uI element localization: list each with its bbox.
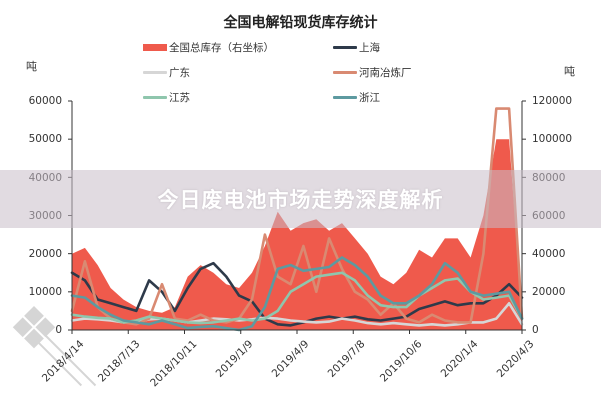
legend-item-henan-smelter: 河南冶炼厂 bbox=[333, 65, 412, 80]
chart-canvas bbox=[68, 100, 526, 334]
legend-label: 江苏 bbox=[169, 92, 190, 104]
legend-label: 浙江 bbox=[359, 92, 380, 104]
legend-swatch-jiangsu bbox=[143, 96, 167, 99]
legend-item-shanghai: 上海 bbox=[333, 40, 380, 55]
series-line bbox=[70, 256, 524, 332]
left-ytick: 0 bbox=[55, 324, 62, 336]
headline-banner: 今日废电池市场走势深度解析 bbox=[0, 170, 601, 228]
legend-label: 上海 bbox=[359, 42, 380, 54]
left-ytick: 20000 bbox=[28, 248, 62, 260]
legend-item-jiangsu: 江苏 bbox=[143, 90, 190, 105]
legend-label: 广东 bbox=[169, 67, 190, 79]
legend-label: 全国总库存（右坐标） bbox=[169, 42, 274, 54]
left-ytick: 10000 bbox=[28, 286, 62, 298]
legend-label: 河南冶炼厂 bbox=[359, 67, 412, 79]
right-ytick: 100000 bbox=[532, 133, 573, 145]
legend-swatch-zhejiang bbox=[333, 96, 357, 99]
right-ytick: 20000 bbox=[532, 286, 566, 298]
series-area-total-inventory bbox=[72, 139, 522, 330]
right-axis-unit: 吨 bbox=[564, 65, 575, 78]
right-ytick: 40000 bbox=[532, 248, 566, 260]
series-line bbox=[70, 261, 524, 327]
legend-item-total-inventory: 全国总库存（右坐标） bbox=[143, 40, 274, 55]
right-ytick: 0 bbox=[532, 324, 539, 336]
left-ytick: 60000 bbox=[28, 95, 62, 107]
series-line bbox=[70, 271, 524, 325]
legend-item-zhejiang: 浙江 bbox=[333, 90, 380, 105]
legend-swatch-shanghai bbox=[333, 46, 357, 49]
series-line bbox=[70, 107, 524, 326]
legend-swatch-guangdong bbox=[143, 71, 167, 74]
plot-series bbox=[70, 107, 524, 332]
legend-swatch-henan bbox=[333, 71, 357, 74]
legend-swatch-total bbox=[143, 44, 167, 51]
left-axis-unit: 吨 bbox=[26, 60, 37, 73]
chart-title: 全国电解铅现货库存统计 bbox=[223, 15, 378, 31]
legend-item-guangdong: 广东 bbox=[143, 65, 190, 80]
right-ytick: 120000 bbox=[532, 95, 573, 107]
headline-text: 今日废电池市场走势深度解析 bbox=[157, 188, 444, 212]
left-ytick: 50000 bbox=[28, 133, 62, 145]
